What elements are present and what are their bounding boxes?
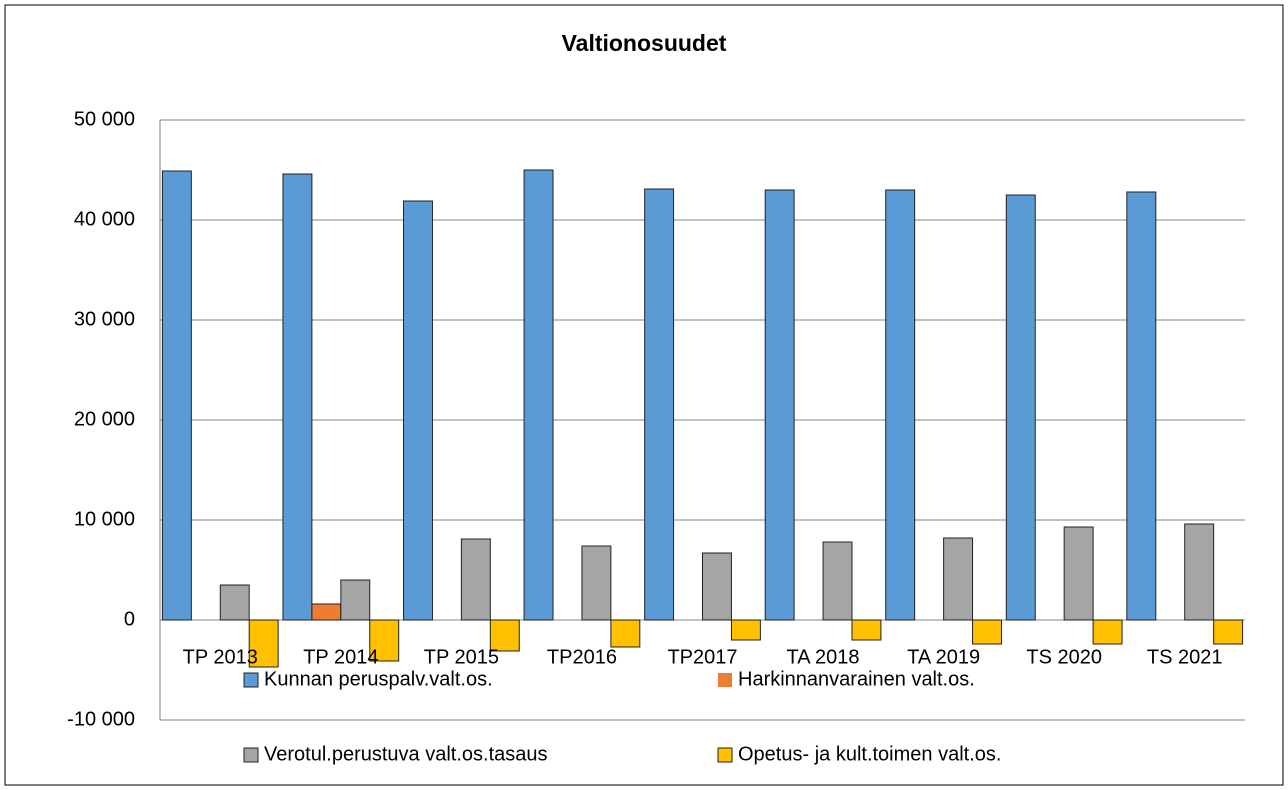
x-tick-label: TP2017	[667, 646, 737, 668]
bar	[219, 584, 250, 621]
y-tick-label: 30 000	[74, 308, 135, 330]
y-tick-label: 40 000	[74, 208, 135, 230]
legend-swatch	[243, 672, 259, 688]
bar	[311, 603, 342, 621]
bar	[943, 537, 974, 621]
bar	[161, 170, 192, 621]
bar	[972, 619, 1002, 645]
bar	[610, 619, 641, 648]
x-tick-label: TP 2014	[303, 646, 378, 668]
bar	[248, 619, 279, 668]
y-tick-label: 20 000	[74, 408, 135, 430]
bar	[460, 538, 491, 621]
legend-label: Kunnan peruspalv.valt.os.	[264, 668, 493, 690]
x-tick-label: TS 2021	[1147, 646, 1223, 668]
legend-label: Harkinnanvarainen valt.os.	[738, 668, 975, 690]
legend-swatch	[718, 673, 732, 687]
bar	[340, 579, 371, 621]
chart-border	[4, 4, 1284, 786]
y-tick-label: 50 000	[74, 108, 135, 130]
x-tick-label: TP2016	[547, 646, 617, 668]
bar	[644, 188, 675, 621]
bar	[403, 200, 433, 621]
bar	[1184, 523, 1215, 621]
x-tick-label: TP 2013	[183, 646, 258, 668]
legend-label: Verotul.perustuva valt.os.tasaus	[264, 743, 548, 765]
bar	[822, 541, 853, 621]
bar	[523, 169, 554, 621]
y-tick-label: 10 000	[74, 508, 135, 530]
bar	[489, 619, 520, 652]
y-tick-label: -10 000	[67, 708, 135, 730]
x-tick-label: TA 2019	[907, 646, 980, 668]
legend-label: Opetus- ja kult.toimen valt.os.	[738, 743, 1001, 765]
bar	[581, 545, 612, 621]
bar	[851, 619, 882, 641]
bar	[1005, 194, 1036, 621]
legend-swatch	[717, 747, 733, 763]
bar	[885, 189, 916, 621]
y-tick-label: 0	[124, 608, 135, 630]
legend-swatch	[243, 747, 259, 763]
x-tick-label: TA 2018	[787, 646, 860, 668]
bar	[702, 552, 732, 621]
bar	[369, 619, 400, 662]
bar	[1063, 526, 1094, 621]
bar	[282, 173, 313, 621]
chart-title: Valtionosuudet	[562, 30, 727, 56]
bar	[1126, 191, 1157, 621]
bar	[730, 619, 761, 641]
x-tick-label: TS 2020	[1026, 646, 1102, 668]
bar	[764, 189, 795, 621]
bar	[1092, 619, 1123, 645]
x-tick-label: TP 2015	[424, 646, 499, 668]
bar	[1213, 619, 1244, 645]
